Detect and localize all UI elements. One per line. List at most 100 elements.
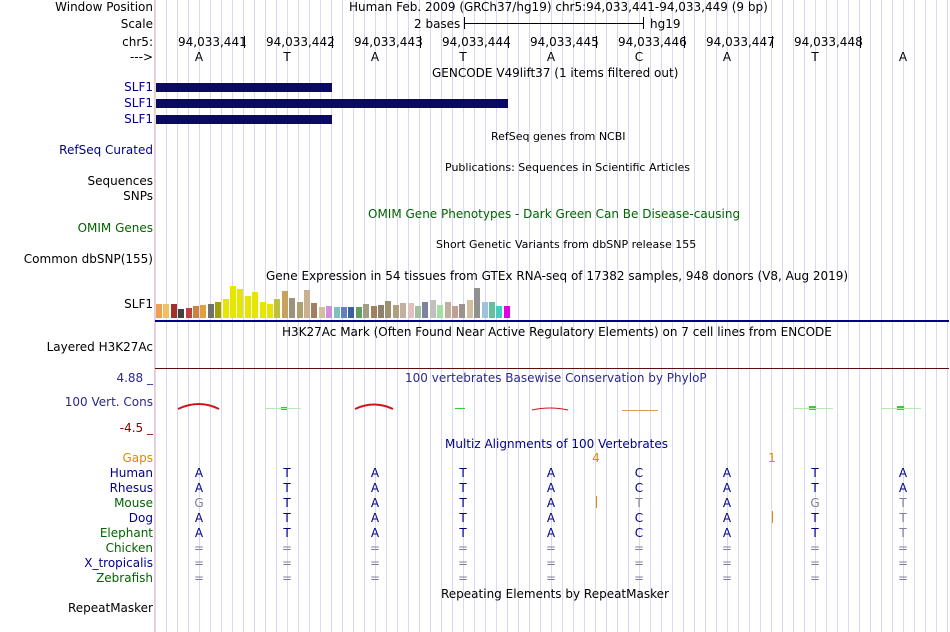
gencode-transcript-bar[interactable] bbox=[156, 99, 508, 108]
gtex-track-title[interactable]: Gene Expression in 54 tissues from GTEx … bbox=[266, 269, 849, 283]
gaps-label[interactable]: Gaps bbox=[122, 451, 153, 465]
gtex-tissue-bar[interactable] bbox=[156, 304, 162, 318]
snps-label[interactable]: SNPs bbox=[123, 189, 153, 203]
multiz-track-title[interactable]: Multiz Alignments of 100 Vertebrates bbox=[445, 437, 669, 451]
omim-track-title[interactable]: OMIM Gene Phenotypes - Dark Green Can Be… bbox=[368, 207, 741, 221]
species-label[interactable]: Rhesus bbox=[109, 481, 153, 495]
gtex-tissue-bar[interactable] bbox=[459, 304, 466, 318]
gtex-tissue-bar[interactable] bbox=[193, 306, 199, 318]
sequences-label[interactable]: Sequences bbox=[87, 174, 153, 188]
gtex-tissue-bar[interactable] bbox=[378, 305, 384, 318]
repeatmasker-label[interactable]: RepeatMasker bbox=[67, 601, 153, 615]
gtex-tissue-bar[interactable] bbox=[237, 289, 244, 318]
phylop-label[interactable]: 100 Vert. Cons bbox=[64, 395, 153, 409]
repeatmasker-track-title[interactable]: Repeating Elements by RepeatMasker bbox=[441, 587, 669, 601]
gtex-bar-chart[interactable] bbox=[156, 284, 556, 318]
gtex-tissue-bar[interactable] bbox=[318, 307, 325, 318]
grid-line bbox=[562, 0, 563, 632]
publications-track-title[interactable]: Publications: Sequences in Scientific Ar… bbox=[445, 161, 690, 174]
gtex-tissue-bar[interactable] bbox=[207, 304, 214, 318]
gtex-tissue-bar[interactable] bbox=[489, 302, 495, 318]
gtex-tissue-bar[interactable] bbox=[355, 307, 362, 318]
species-label[interactable]: Mouse bbox=[114, 496, 153, 510]
gtex-tissue-bar[interactable] bbox=[267, 304, 273, 318]
gtex-tissue-bar[interactable] bbox=[230, 286, 236, 318]
gtex-tissue-bar[interactable] bbox=[281, 291, 288, 318]
phylop-min-value: -4.5 _ bbox=[119, 421, 153, 435]
refseq-track-title[interactable]: RefSeq genes from NCBI bbox=[491, 130, 626, 143]
alignment-base: A bbox=[722, 481, 732, 495]
phylop-positive-mark bbox=[455, 408, 465, 409]
gtex-tissue-bar[interactable] bbox=[503, 306, 510, 318]
omim-label[interactable]: OMIM Genes bbox=[77, 221, 153, 235]
gtex-tissue-bar[interactable] bbox=[296, 302, 303, 318]
gtex-tissue-bar[interactable] bbox=[370, 306, 377, 318]
gtex-tissue-bar[interactable] bbox=[311, 303, 318, 318]
dbsnp-label[interactable]: Common dbSNP(155) bbox=[23, 252, 153, 266]
gtex-tissue-bar[interactable] bbox=[392, 305, 399, 318]
gtex-tissue-bar[interactable] bbox=[200, 305, 207, 318]
gencode-item-slf1-3[interactable]: SLF1 bbox=[124, 112, 153, 126]
gtex-tissue-bar[interactable] bbox=[326, 306, 333, 318]
gtex-tissue-bar[interactable] bbox=[333, 307, 340, 318]
gtex-tissue-bar[interactable] bbox=[444, 302, 451, 318]
species-label[interactable]: X_tropicalis bbox=[84, 556, 153, 570]
alignment-base: T bbox=[899, 511, 907, 525]
coordinate-label: 94,033,444 bbox=[442, 35, 511, 49]
gtex-tissue-bar[interactable] bbox=[481, 302, 488, 318]
alignment-base: = bbox=[545, 541, 557, 555]
gtex-tissue-bar[interactable] bbox=[422, 302, 429, 318]
species-label[interactable]: Elephant bbox=[99, 526, 153, 540]
gtex-tissue-bar[interactable] bbox=[452, 306, 458, 318]
gtex-tissue-bar[interactable] bbox=[289, 298, 296, 318]
gtex-tissue-bar[interactable] bbox=[496, 306, 503, 318]
phylop-plot[interactable] bbox=[0, 395, 950, 420]
alignment-base: T bbox=[459, 526, 467, 540]
gtex-tissue-bar[interactable] bbox=[385, 301, 392, 318]
gtex-tissue-bar[interactable] bbox=[259, 302, 266, 318]
alignment-base: = bbox=[369, 556, 381, 570]
dbsnp-track-title[interactable]: Short Genetic Variants from dbSNP releas… bbox=[436, 238, 697, 251]
gtex-tissue-bar[interactable] bbox=[429, 300, 436, 318]
grid-line bbox=[804, 0, 805, 632]
gtex-label[interactable]: SLF1 bbox=[124, 297, 153, 311]
gtex-tissue-bar[interactable] bbox=[185, 308, 192, 318]
species-label[interactable]: Dog bbox=[128, 511, 153, 525]
gencode-transcript-bar[interactable] bbox=[156, 83, 332, 92]
gtex-tissue-bar[interactable] bbox=[466, 300, 473, 318]
phylop-track-title[interactable]: 100 vertebrates Basewise Conservation by… bbox=[405, 371, 707, 385]
gtex-tissue-bar[interactable] bbox=[437, 305, 444, 318]
gencode-item-slf1-2[interactable]: SLF1 bbox=[124, 96, 153, 110]
refseq-label[interactable]: RefSeq Curated bbox=[59, 143, 153, 157]
gtex-tissue-bar[interactable] bbox=[400, 303, 407, 318]
gtex-tissue-bar[interactable] bbox=[348, 307, 355, 318]
gtex-tissue-bar[interactable] bbox=[415, 306, 421, 318]
gtex-tissue-bar[interactable] bbox=[244, 296, 251, 318]
species-label[interactable]: Human bbox=[109, 466, 153, 480]
gtex-tissue-bar[interactable] bbox=[474, 288, 481, 318]
gtex-tissue-bar[interactable] bbox=[163, 304, 170, 318]
gtex-tissue-bar[interactable] bbox=[363, 304, 370, 318]
gtex-tissue-bar[interactable] bbox=[407, 303, 414, 318]
species-label[interactable]: Zebrafish bbox=[96, 571, 153, 585]
h3k27ac-label[interactable]: Layered H3K27Ac bbox=[46, 340, 153, 354]
alignment-base: T bbox=[899, 496, 907, 510]
gtex-tissue-bar[interactable] bbox=[215, 302, 222, 318]
gencode-transcript-bar[interactable] bbox=[156, 115, 332, 124]
species-label[interactable]: Chicken bbox=[105, 541, 153, 555]
gtex-tissue-bar[interactable] bbox=[274, 299, 281, 318]
gencode-item-slf1-1[interactable]: SLF1 bbox=[124, 80, 153, 94]
gtex-tissue-bar[interactable] bbox=[170, 304, 177, 318]
alignment-base: C bbox=[634, 526, 644, 540]
gtex-tissue-bar[interactable] bbox=[304, 290, 310, 318]
gencode-track-title[interactable]: GENCODE V49lift37 (1 items filtered out) bbox=[432, 66, 679, 80]
h3k27ac-track-title[interactable]: H3K27Ac Mark (Often Found Near Active Re… bbox=[282, 325, 832, 339]
gtex-tissue-bar[interactable] bbox=[252, 292, 259, 318]
coordinate-label: 94,033,446 bbox=[618, 35, 687, 49]
gtex-tissue-bar[interactable] bbox=[178, 309, 185, 318]
grid-line bbox=[936, 0, 937, 632]
gtex-tissue-bar[interactable] bbox=[222, 299, 229, 318]
alignment-base: T bbox=[283, 526, 291, 540]
gtex-tissue-bar[interactable] bbox=[341, 307, 347, 318]
